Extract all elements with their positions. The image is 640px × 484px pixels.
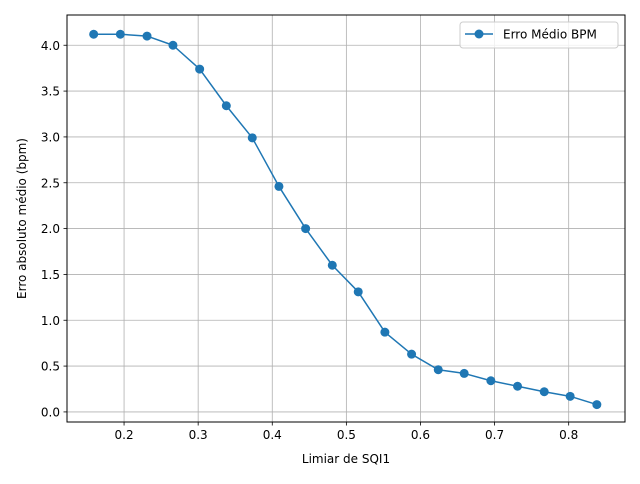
data-point	[353, 287, 363, 297]
data-point	[142, 31, 152, 41]
x-tick-label: 0.3	[189, 428, 208, 442]
data-point	[247, 133, 257, 143]
data-point	[221, 101, 231, 111]
data-point	[407, 349, 417, 359]
data-point	[592, 400, 602, 410]
data-point	[433, 365, 443, 375]
data-point	[486, 376, 496, 386]
data-point	[380, 327, 390, 337]
data-point	[565, 391, 575, 401]
y-tick-label: 2.5	[41, 176, 60, 190]
y-tick-label: 2.0	[41, 222, 60, 236]
axis-ticks: 0.2 0.3 0.4 0.5 0.6 0.7 0.8 0.0 0.5 1.0 1.5 2.0 2.5 3…	[41, 39, 578, 442]
x-tick-label: 0.5	[337, 428, 356, 442]
x-axis-label: Limiar de SQI1	[302, 452, 390, 466]
x-tick-label: 0.8	[559, 428, 578, 442]
y-tick-label: 1.0	[41, 314, 60, 328]
y-tick-label: 3.5	[41, 85, 60, 99]
y-tick-label: 1.5	[41, 268, 60, 282]
data-point	[168, 40, 178, 50]
x-tick-label: 0.2	[115, 428, 134, 442]
y-tick-label: 3.0	[41, 130, 60, 144]
data-point	[327, 260, 337, 270]
data-point	[274, 181, 284, 191]
series-line	[93, 33, 598, 406]
y-tick-label: 0.5	[41, 360, 60, 374]
legend-box	[459, 21, 619, 49]
series-layer	[89, 29, 602, 410]
legend-label: Erro Médio BPM	[503, 28, 597, 42]
data-point	[513, 381, 523, 391]
y-tick-label: 4.0	[41, 39, 60, 53]
data-point	[539, 387, 549, 397]
data-point	[195, 64, 205, 74]
data-point	[115, 29, 125, 39]
data-point	[89, 29, 99, 39]
x-tick-label: 0.7	[485, 428, 504, 442]
x-tick-label: 0.6	[411, 428, 430, 442]
legend: Erro Médio BPM	[459, 21, 619, 49]
y-tick-label: 0.0	[41, 405, 60, 419]
data-point	[459, 368, 469, 378]
data-point	[301, 224, 311, 234]
grid	[67, 15, 625, 422]
legend-marker-swatch	[474, 29, 484, 39]
x-tick-label: 0.4	[263, 428, 282, 442]
y-axis-label: Erro absoluto médio (bpm)	[15, 138, 29, 299]
